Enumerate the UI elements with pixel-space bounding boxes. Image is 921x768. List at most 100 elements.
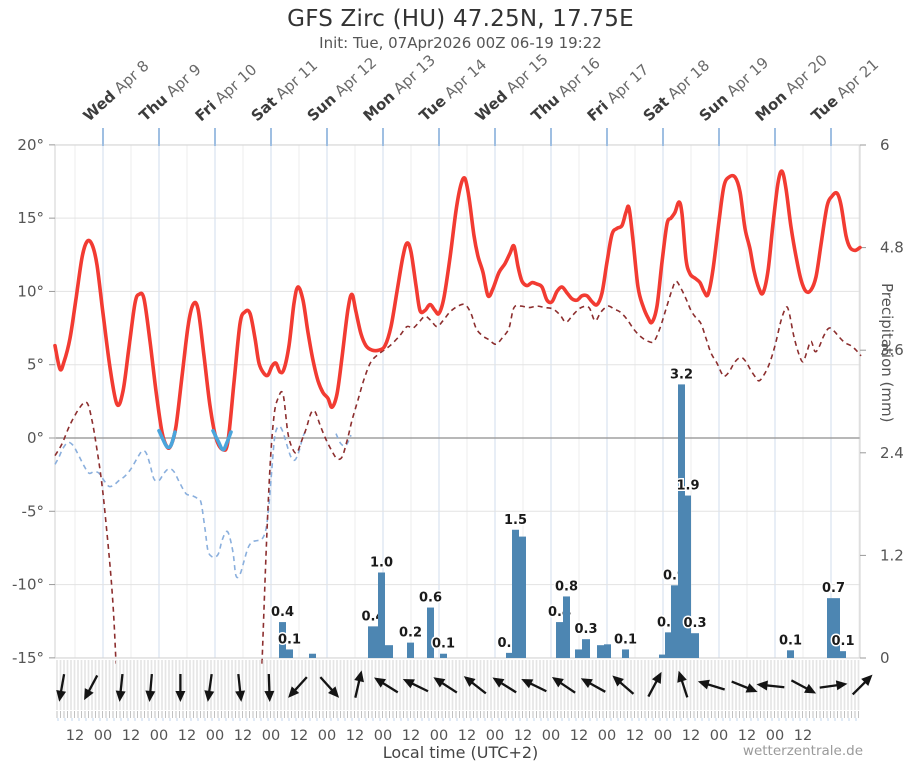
wind-arrow — [580, 678, 606, 693]
svg-text:00: 00 — [374, 728, 392, 744]
page-title: GFS Zirc (HU) 47.25N, 17.75E — [287, 6, 634, 32]
wind-arrow — [264, 673, 275, 702]
svg-text:00: 00 — [486, 728, 504, 744]
precip-bar-label: 1.0 — [370, 556, 393, 571]
wind-band — [56, 660, 860, 721]
precip-bar — [563, 596, 570, 658]
precip-bar-label: 0.1 — [779, 633, 802, 648]
precip-bar — [556, 622, 563, 658]
svg-text:3.6: 3.6 — [880, 341, 904, 359]
precip-bar-label: 1.9 — [676, 479, 699, 494]
wind-arrow — [756, 680, 785, 691]
temperature-curve — [53, 169, 862, 452]
svg-text:12: 12 — [234, 728, 252, 744]
svg-text:12: 12 — [290, 728, 308, 744]
svg-text:00: 00 — [542, 728, 560, 744]
wind-arrow — [492, 677, 517, 694]
wind-arrow — [790, 679, 817, 694]
precip-bar — [659, 654, 665, 658]
precip-bar — [286, 649, 293, 658]
svg-text:12: 12 — [570, 728, 588, 744]
precip-bar — [665, 632, 672, 658]
precip-bar — [597, 645, 604, 658]
wind-arrow — [433, 677, 458, 694]
wind-arrow — [521, 678, 547, 693]
svg-text:12: 12 — [402, 728, 420, 744]
precip-bar-label: 0.1 — [614, 632, 637, 647]
svg-text:00: 00 — [710, 728, 728, 744]
wind-arrow — [115, 673, 126, 702]
wind-arrow — [56, 673, 67, 702]
precip-bar — [506, 652, 512, 658]
svg-text:-15°: -15° — [12, 649, 44, 667]
svg-text:00: 00 — [318, 728, 336, 744]
svg-text:0: 0 — [880, 649, 890, 667]
wind-arrow — [819, 680, 848, 691]
dashed-darkred-series — [54, 280, 862, 664]
svg-text:00: 00 — [94, 728, 112, 744]
svg-text:00: 00 — [430, 728, 448, 744]
svg-text:12: 12 — [122, 728, 140, 744]
precip-bar-label: 0.2 — [399, 626, 422, 641]
y-right-axis: 6 4.8 3.6 2.4 1.2 0 — [860, 136, 904, 667]
precip-bar-label: 0.7 — [822, 581, 845, 596]
precip-bar — [279, 622, 286, 658]
svg-text:12: 12 — [738, 728, 756, 744]
precip-bar-label: 3.2 — [670, 367, 693, 382]
precip-bar — [309, 653, 316, 658]
wind-arrow — [319, 676, 340, 698]
y-right-axis-title: Precipitation (mm) — [878, 283, 896, 423]
precip-bar — [827, 598, 840, 658]
precip-bar-label: 0.1 — [831, 634, 854, 649]
svg-text:0°: 0° — [27, 429, 44, 447]
precip-bar — [368, 626, 378, 658]
svg-text:00: 00 — [654, 728, 672, 744]
hour-labels: 12 00 12 00 12 00 12 00 12 00 12 00 12 00 12 00 12 00 12 00… — [66, 728, 812, 744]
svg-text:-10°: -10° — [12, 576, 44, 594]
precip-bar — [575, 649, 582, 658]
x-axis-title: Local time (UTC+2) — [382, 743, 539, 762]
precip-bar — [512, 529, 519, 658]
wind-arrow — [354, 670, 364, 698]
svg-text:6: 6 — [880, 136, 890, 154]
precip-bar — [407, 642, 414, 658]
wind-arrow — [612, 675, 635, 695]
svg-text:2.4: 2.4 — [880, 444, 904, 462]
svg-text:5°: 5° — [27, 356, 44, 374]
plot-border — [54, 144, 861, 659]
precip-bar-label: 0.1 — [432, 637, 455, 652]
wind-arrow — [175, 674, 186, 702]
grid-vertical — [74, 145, 860, 658]
svg-text:12: 12 — [66, 728, 84, 744]
svg-text:00: 00 — [598, 728, 616, 744]
wind-arrow — [402, 678, 429, 693]
wind-arrow — [145, 673, 156, 702]
svg-text:12: 12 — [794, 728, 812, 744]
precip-bar — [678, 384, 685, 658]
svg-text:1.2: 1.2 — [880, 546, 904, 564]
precip-bar — [385, 645, 393, 658]
svg-text:4.8: 4.8 — [880, 239, 904, 257]
precipitation-bars: 0.40.10.41.00.20.60.1 0.11.50.40.80.30.10… — [269, 366, 856, 658]
svg-text:10°: 10° — [17, 282, 44, 300]
y-left-axis: 20° 15° 10° 5° 0° -5° -10° -15° — [12, 136, 55, 667]
svg-text:12: 12 — [514, 728, 532, 744]
svg-text:12: 12 — [458, 728, 476, 744]
precip-bar — [685, 495, 691, 658]
precip-bar-label: 0.6 — [419, 591, 442, 606]
svg-text:00: 00 — [150, 728, 168, 744]
watermark: wetterzentrale.de — [742, 743, 863, 759]
svg-text:00: 00 — [206, 728, 224, 744]
grid-horizontal — [55, 144, 860, 659]
precip-bar — [622, 649, 629, 658]
wind-arrows — [56, 670, 873, 702]
wind-arrow — [647, 671, 662, 698]
init-subtitle: Init: Tue, 07Apr2026 00Z 06-19 19:22 — [319, 34, 602, 52]
wind-arrow — [463, 676, 487, 695]
precip-bar-label: 0.3 — [574, 622, 597, 637]
precip-bar-label: 1.5 — [504, 513, 527, 528]
precip-bar — [691, 633, 699, 658]
precip-bar — [427, 607, 434, 658]
dashed-lightblue-series — [54, 425, 352, 579]
svg-text:15°: 15° — [17, 209, 44, 227]
